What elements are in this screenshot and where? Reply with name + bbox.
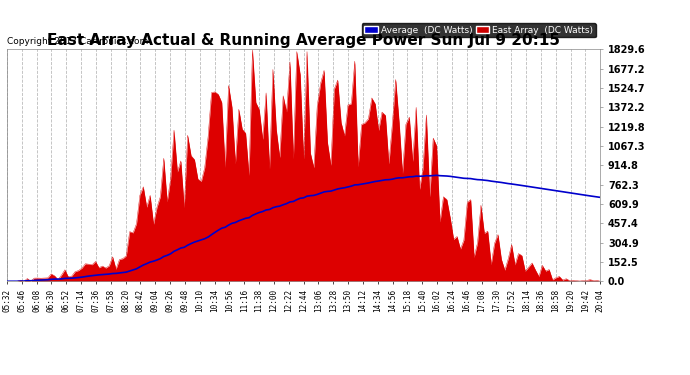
Text: Copyright 2017 Cartronics.com: Copyright 2017 Cartronics.com — [7, 38, 148, 46]
Title: East Array Actual & Running Average Power Sun Jul 9 20:15: East Array Actual & Running Average Powe… — [47, 33, 560, 48]
Legend: Average  (DC Watts), East Array  (DC Watts): Average (DC Watts), East Array (DC Watts… — [362, 23, 595, 38]
